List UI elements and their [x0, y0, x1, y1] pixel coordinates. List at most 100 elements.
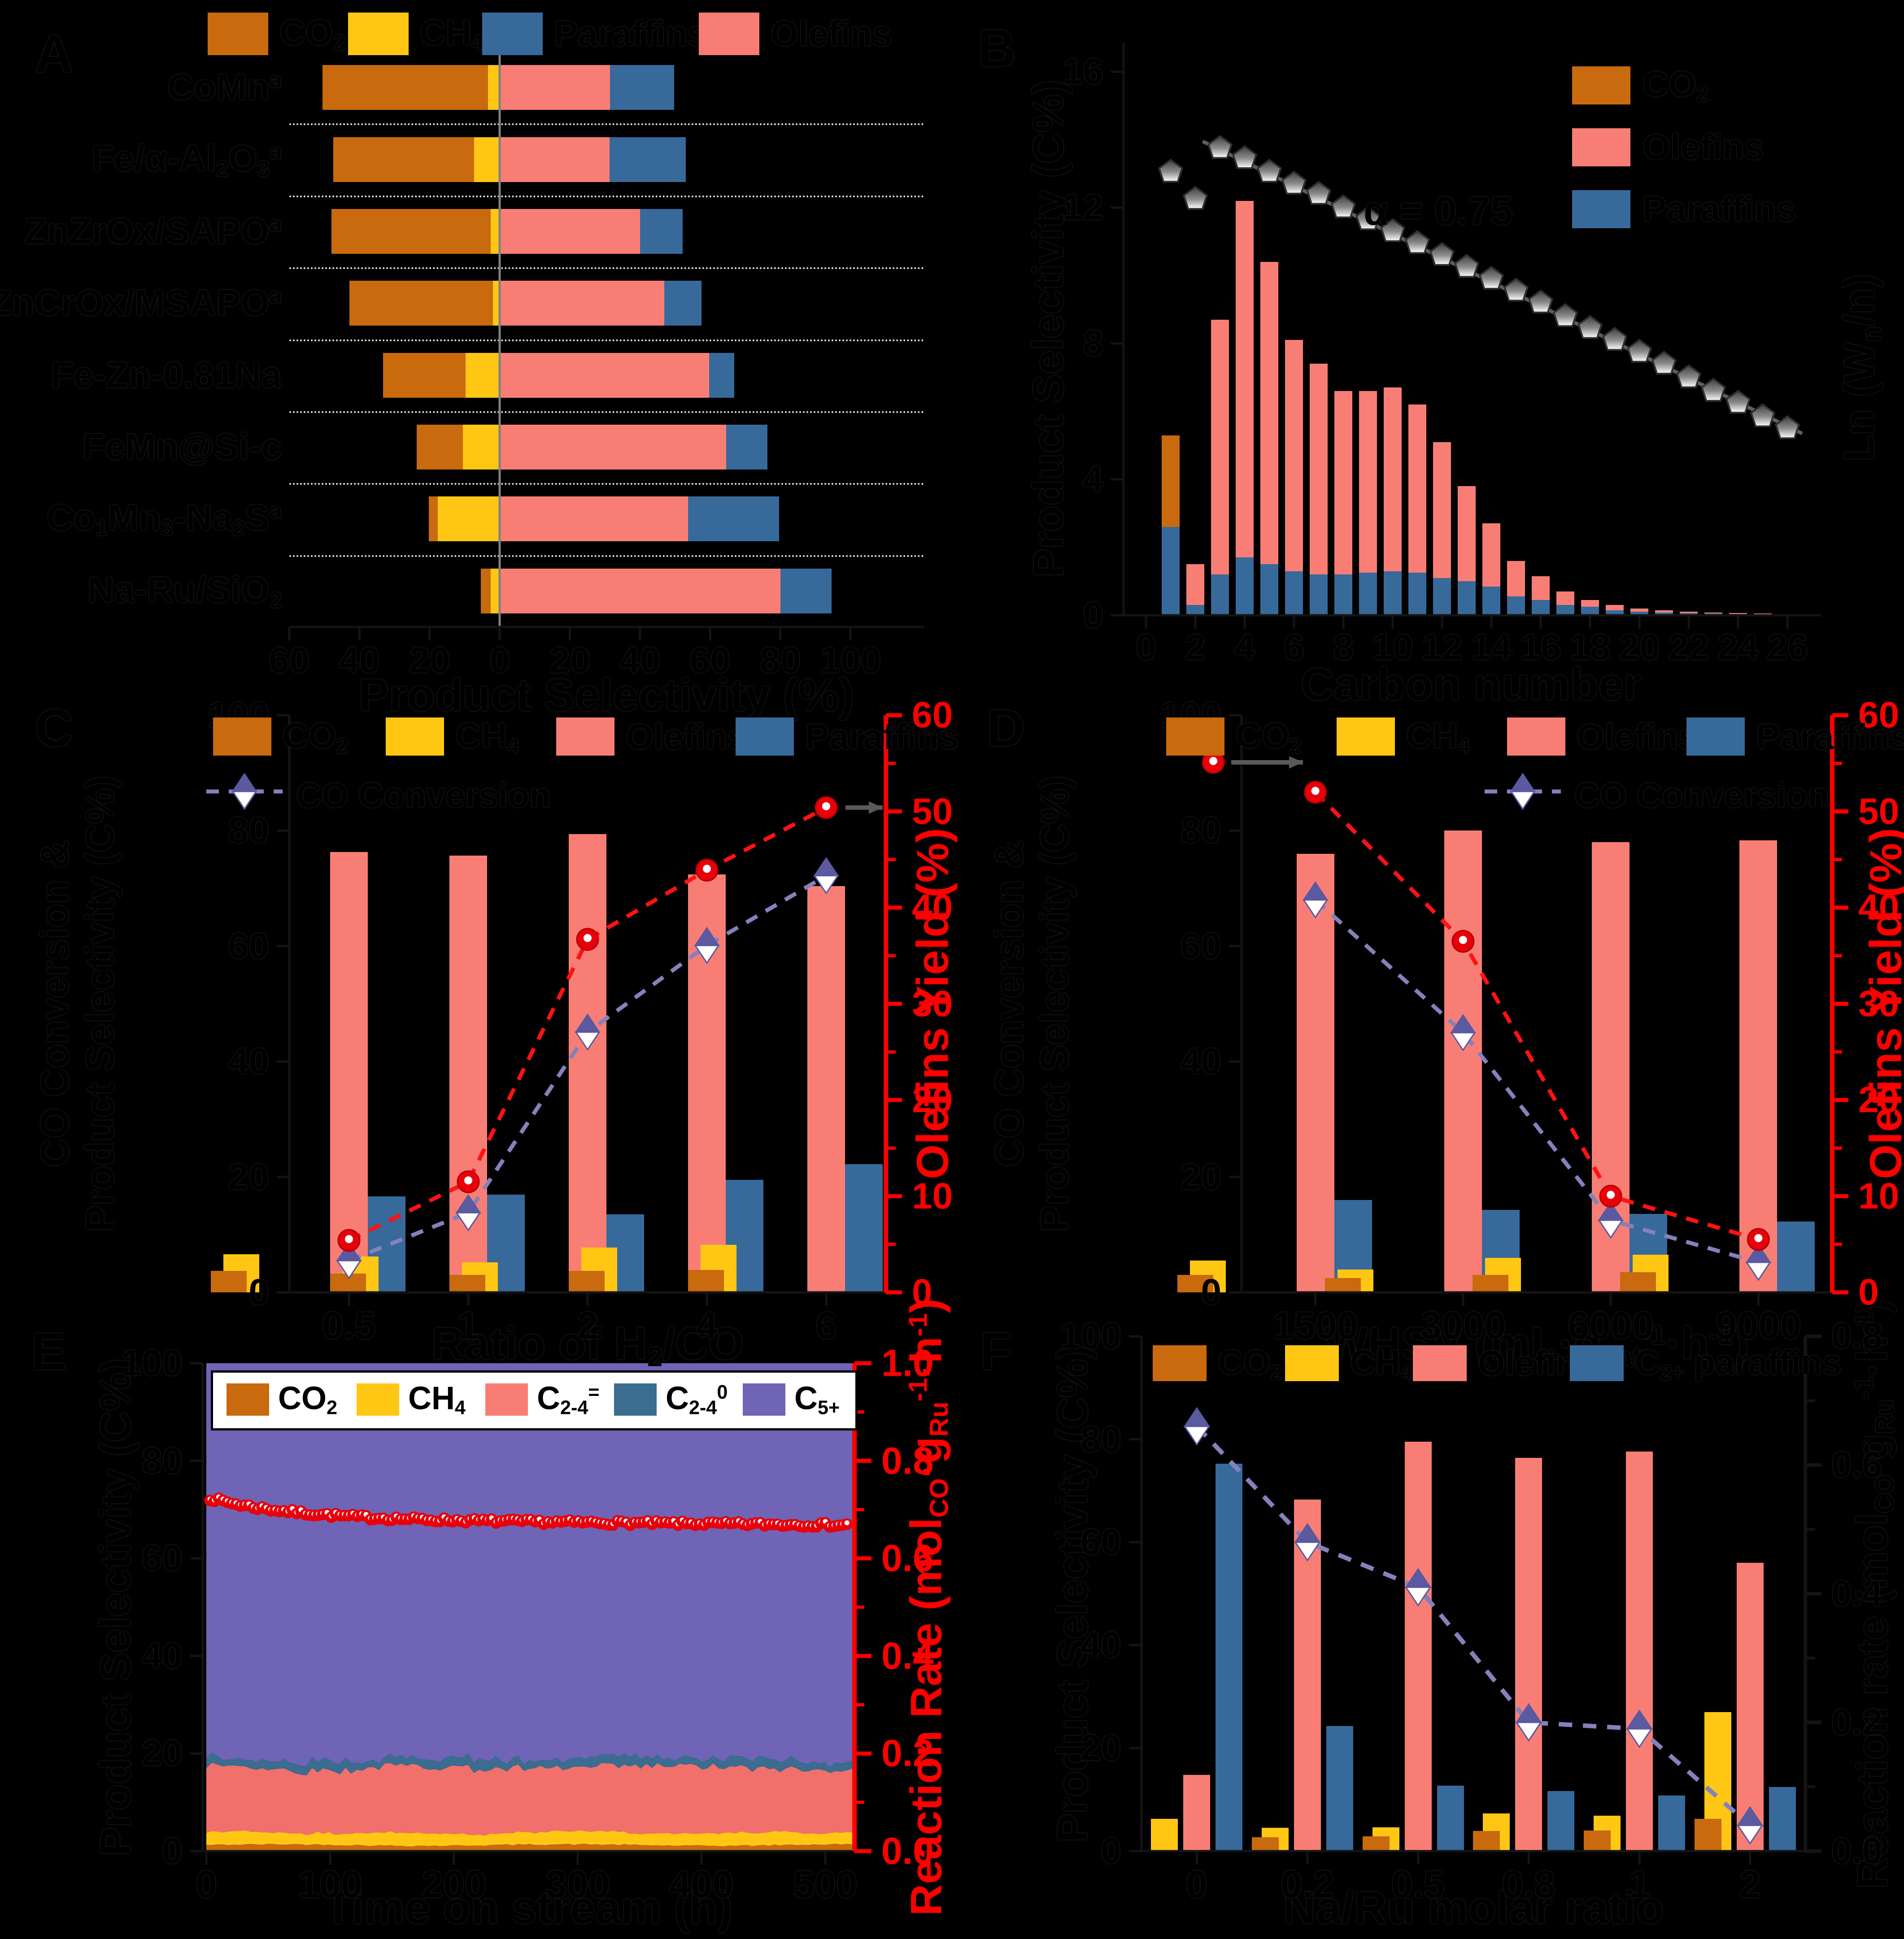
panel-e-rate-dot-gloss — [316, 1511, 321, 1517]
panel-b-bar-olefin-18 — [1581, 600, 1599, 607]
panel-e-rate-dot — [641, 1515, 654, 1527]
panel-b-bar-co2-c1 — [1162, 435, 1180, 527]
panel-e-rate-dot — [693, 1518, 706, 1530]
panel-d-ytick-0: 0 — [1201, 1272, 1221, 1313]
panel-e-rate-dot — [728, 1517, 741, 1529]
panel-e-rate-dot-gloss — [549, 1519, 555, 1524]
panel-b-bar-olefin-7 — [1310, 364, 1328, 575]
panel-e-rate-dot — [213, 1492, 225, 1504]
panel-b-bar-paraffin-20 — [1630, 612, 1648, 615]
panel-e-rate-dot-gloss — [333, 1510, 338, 1515]
panel-e-rate-dot-gloss — [220, 1496, 226, 1502]
panel-e-rate-dot-gloss — [485, 1516, 490, 1522]
panel-c-legend-label-2: Olefins — [626, 717, 748, 756]
yield-marker-3-gloss — [703, 865, 711, 873]
panel-e-rate-dot — [269, 1504, 281, 1517]
panel-c-ytick-0: 0 — [248, 1272, 269, 1313]
panel-d-yaxis-title-line1: CO Conversion & — [986, 840, 1031, 1167]
panel-d-bar-co2-1 — [1325, 1278, 1361, 1292]
panel-c-conv-legend-marker-bottom — [231, 791, 257, 810]
panel-e-rate-dot-gloss — [532, 1517, 538, 1523]
panel-e-rate-dot-gloss — [736, 1518, 741, 1523]
panel-e-rate-dot — [260, 1503, 272, 1515]
panel-e-rate-dot — [533, 1514, 545, 1526]
panel-e-rate-dot-gloss — [597, 1519, 603, 1525]
panel-a-category-0: CoMna — [167, 67, 282, 108]
panel-b-bar-olefin-11 — [1408, 404, 1426, 573]
panel-e-rate-dot-gloss — [463, 1518, 468, 1524]
panel-b-x-tick-label-10: 10 — [1372, 627, 1413, 668]
panel-b-asf-point-c24 — [1725, 390, 1751, 414]
panel-e-rate-dot-gloss — [771, 1521, 776, 1526]
panel-b-yaxis-title: Product Selectivity (C%) — [1024, 80, 1072, 578]
panel-e-rate-dot-gloss — [467, 1516, 473, 1521]
panel-e-xtick-200: 200 — [422, 1863, 486, 1906]
panel-e-rate-dot — [650, 1515, 662, 1527]
panel-e-rate-dot — [745, 1518, 758, 1530]
panel-c-bar-co2-3 — [569, 1271, 605, 1292]
panel-d-legend-swatch-2 — [1507, 717, 1565, 756]
panel-e-rate-dot — [486, 1513, 498, 1526]
panel-e-rate-dot-gloss — [727, 1520, 732, 1525]
panel-e-rate-dot-gloss — [740, 1520, 745, 1526]
panel-e-rate-dot — [230, 1498, 242, 1510]
panel-e-rate-dot-gloss — [745, 1522, 750, 1527]
panel-e-rate-dot — [503, 1513, 515, 1526]
panel-b-asf-point-c7 — [1306, 181, 1332, 205]
panel-b-bar-olefin-14 — [1482, 523, 1500, 587]
panel-e-rate-dot — [390, 1511, 402, 1523]
panel-e-rate-dot-gloss — [238, 1502, 243, 1507]
panel-e-rate-dot-gloss — [376, 1514, 382, 1520]
bar-paraffins-4 — [709, 352, 735, 398]
panel-a-legend-label-0: CO2 — [279, 12, 345, 55]
panel-e-rate-dot — [403, 1513, 415, 1525]
panel-f-xtick-2: 0.5 — [1391, 1863, 1445, 1906]
panel-b-bar-olefin-9 — [1359, 391, 1377, 573]
panel-d-yield-legend-marker-gloss — [1209, 757, 1217, 765]
bar-paraffins-2 — [640, 209, 683, 254]
panel-e-rate-dot — [429, 1515, 441, 1527]
panel-a-category-2: ZnZrOx/SAPOa — [24, 210, 282, 252]
panel-e-rate-dot-gloss — [381, 1514, 386, 1520]
panel-f-legend-label-1: CH4 — [1350, 1342, 1412, 1384]
panel-e-rate-dot — [663, 1517, 675, 1529]
panel-e-rate-dot-gloss — [575, 1517, 581, 1522]
panel-e-rate-dot-gloss — [675, 1521, 681, 1526]
panel-b-asf-point-c16 — [1528, 289, 1554, 313]
panel-a-category-7: Na-Ru/SiO2 — [87, 569, 282, 613]
bar-olefins-3 — [500, 281, 664, 326]
panel-a-legend-swatch-3 — [699, 13, 759, 55]
bar-ch4-2 — [490, 209, 500, 254]
panel-e-rate-dot-gloss — [536, 1517, 542, 1522]
panel-b-bar-paraffin-16 — [1532, 600, 1550, 615]
bar-paraffins-6 — [688, 496, 780, 542]
panel-e-rate-dot — [208, 1495, 220, 1507]
panel-f-bar-c2plus-0 — [1216, 1463, 1243, 1851]
panel-b-asf-point-c12 — [1429, 242, 1455, 266]
panel-e-rate-dot-gloss — [294, 1509, 299, 1515]
panel-e-rate-dot — [516, 1515, 528, 1527]
panel-a-legend-label-2: Paraffins — [554, 13, 708, 53]
panel-e-rate-dot-gloss — [385, 1516, 390, 1522]
panel-b-x-tick-label-6: 6 — [1284, 627, 1304, 668]
panel-b-bar-paraffin-1 — [1162, 527, 1180, 615]
panel-e-rate-dot-gloss — [645, 1517, 650, 1522]
panel-b-x-tick-label-0: 0 — [1136, 627, 1156, 668]
panel-c-xtick-4: 6 — [815, 1304, 837, 1348]
panel-b-bar-olefin-13 — [1458, 486, 1476, 582]
panel-e-rate-dot-gloss — [433, 1517, 438, 1523]
panel-e-rate-dot — [343, 1509, 355, 1522]
panel-e-rate-dot-gloss — [658, 1519, 663, 1524]
panel-e-rate-dot-gloss — [684, 1520, 689, 1525]
panel-e-rate-dot — [347, 1509, 359, 1521]
panel-e-letter: E — [31, 1322, 67, 1381]
panel-e-rate-dot-gloss — [251, 1504, 256, 1509]
panel-b-x-tick-label-22: 22 — [1668, 627, 1709, 668]
panel-e-rate-dot-gloss — [480, 1516, 486, 1521]
panel-e-rate-dot-gloss — [640, 1518, 646, 1524]
panel-c-bar-olefins-4 — [807, 886, 845, 1292]
panel-e-rate-dot-gloss — [363, 1512, 369, 1517]
panel-d-xtick-0: 1500 — [1272, 1304, 1359, 1348]
panel-e-rate-dot — [628, 1517, 640, 1529]
panel-e-yaxis-title: Product Selectivity (C%) — [91, 1358, 139, 1856]
